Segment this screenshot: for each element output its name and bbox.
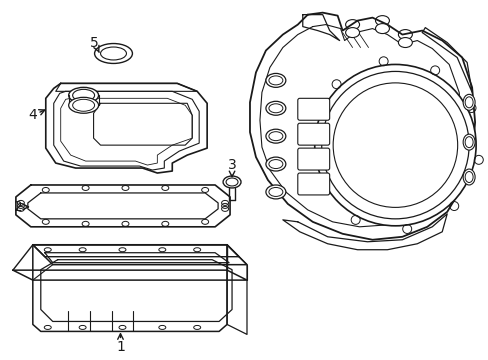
Ellipse shape bbox=[462, 94, 474, 110]
Text: 5: 5 bbox=[90, 36, 99, 53]
FancyBboxPatch shape bbox=[297, 173, 329, 195]
Ellipse shape bbox=[68, 87, 99, 103]
FancyBboxPatch shape bbox=[297, 98, 329, 120]
Ellipse shape bbox=[462, 134, 474, 150]
FancyBboxPatch shape bbox=[297, 148, 329, 170]
Ellipse shape bbox=[265, 101, 285, 115]
Ellipse shape bbox=[94, 44, 132, 63]
Text: 1: 1 bbox=[116, 334, 124, 354]
Ellipse shape bbox=[265, 185, 285, 199]
Text: 3: 3 bbox=[227, 158, 236, 177]
FancyBboxPatch shape bbox=[297, 123, 329, 145]
Text: 4: 4 bbox=[28, 108, 45, 122]
Ellipse shape bbox=[265, 129, 285, 143]
Ellipse shape bbox=[265, 157, 285, 171]
Ellipse shape bbox=[375, 24, 388, 33]
Text: 2: 2 bbox=[15, 200, 28, 214]
Ellipse shape bbox=[265, 73, 285, 87]
Ellipse shape bbox=[398, 37, 411, 48]
Ellipse shape bbox=[314, 64, 475, 226]
Ellipse shape bbox=[68, 97, 99, 113]
Ellipse shape bbox=[223, 176, 241, 188]
Ellipse shape bbox=[345, 28, 359, 37]
Ellipse shape bbox=[462, 169, 474, 185]
